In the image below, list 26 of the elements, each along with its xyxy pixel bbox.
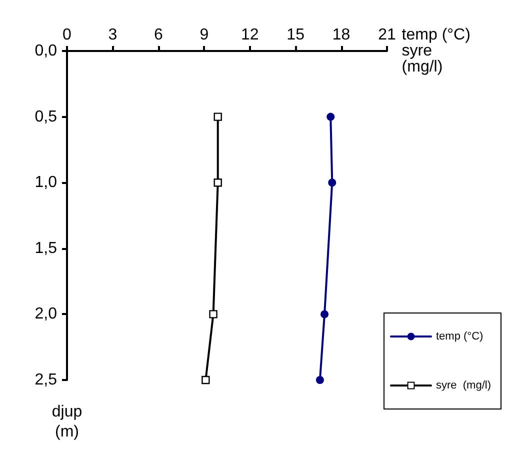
point [209, 310, 218, 318]
x-tick-label: 6 [154, 26, 163, 44]
y-tick-label: 0,5 [34, 108, 58, 126]
y-axis-title: djup (m) [52, 404, 82, 440]
legend-label: syre (mg/l) [436, 380, 491, 392]
x-tick-label: 18 [332, 26, 350, 44]
x-tick-label: 0 [62, 26, 72, 44]
point [320, 310, 329, 318]
legend-label: temp (°C) [436, 330, 484, 342]
x-tick-label: 15 [286, 26, 305, 44]
x-tick-label: 9 [200, 26, 209, 44]
point [202, 376, 210, 384]
y-tick-label: 1,5 [34, 240, 58, 257]
y-tick-label: 2,0 [34, 306, 58, 323]
point [214, 112, 222, 121]
point [214, 178, 222, 187]
point [326, 112, 335, 121]
y-tick-label: 1,0 [34, 174, 58, 192]
point [316, 376, 324, 384]
y-tick-label: 0,0 [34, 42, 58, 60]
x-tick-label: 3 [108, 26, 118, 44]
x-tick-label: 21 [378, 26, 396, 44]
point [328, 178, 336, 187]
x-axis-title: temp (°C) syre (mg/l) [402, 26, 470, 76]
x-tick-label: 12 [240, 26, 259, 44]
y-tick-label: 2,5 [34, 372, 58, 388]
